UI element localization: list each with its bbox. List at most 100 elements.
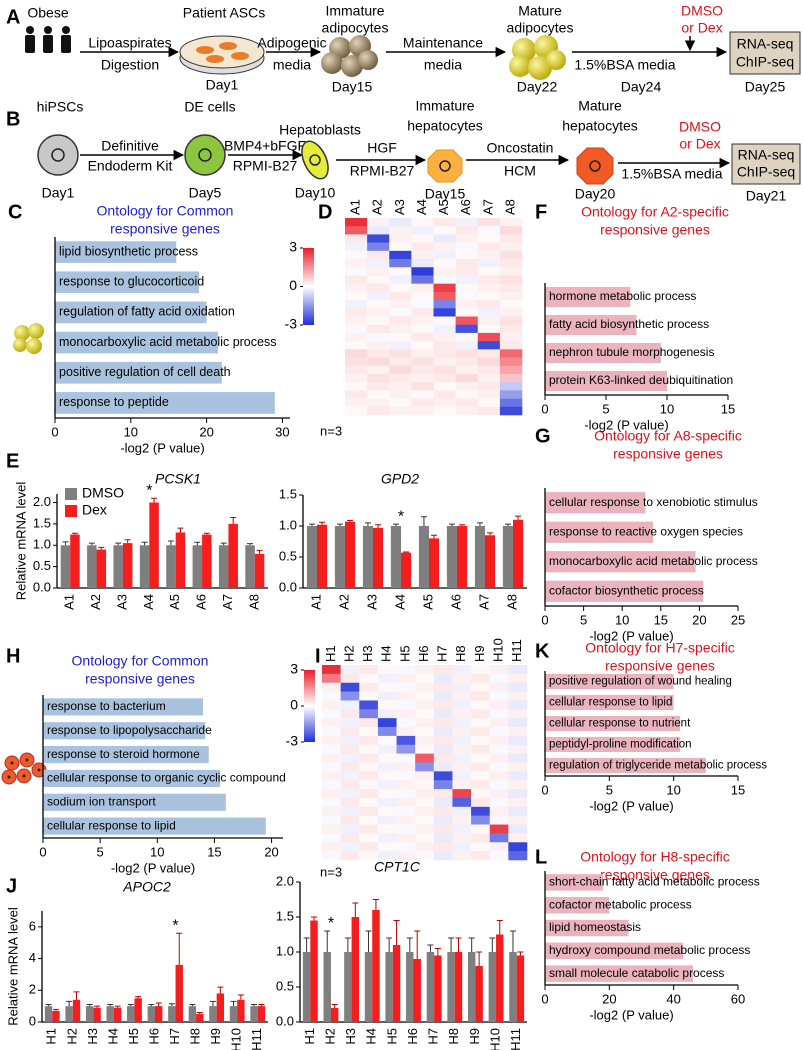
bar — [55, 392, 275, 414]
error-bar — [509, 930, 516, 952]
heatmap-cell — [411, 390, 434, 399]
error-bar — [115, 542, 122, 546]
heatmap-cell — [452, 665, 472, 675]
heatmap-cell — [389, 365, 412, 375]
bar — [96, 549, 107, 588]
error-bar — [504, 523, 511, 526]
heatmap-cell — [359, 691, 379, 701]
day-label: Day15 — [332, 79, 373, 95]
x-tick-label: H1 — [302, 1028, 317, 1045]
bar — [447, 952, 455, 1022]
heatmap-cell — [367, 218, 390, 227]
heatmap-cell — [489, 780, 509, 790]
heatmap-cell — [452, 691, 472, 701]
bar — [43, 793, 226, 811]
heatmap-cell — [508, 744, 528, 754]
column-label: A4 — [414, 199, 429, 215]
heatmap-cell — [433, 226, 456, 235]
heatmap-cell — [377, 665, 397, 675]
heatmap-cell — [359, 806, 379, 816]
heatmap-cell — [477, 267, 501, 276]
heatmap-cell — [340, 797, 360, 808]
heatmap-cell — [471, 789, 491, 799]
heatmap-cell — [389, 234, 412, 243]
heatmap-cell — [389, 259, 412, 268]
heatmap-cell — [455, 365, 479, 375]
bar — [545, 314, 637, 336]
y-tick-label: 0.5 — [33, 558, 51, 573]
bar-label: fatty acid biosynthetic process — [549, 317, 709, 331]
error-bar — [403, 551, 410, 553]
heatmap-cell — [433, 300, 456, 309]
heatmap-cell — [489, 709, 509, 719]
heatmap-cell — [367, 357, 390, 367]
x-tick-label: 60 — [731, 991, 745, 1006]
x-tick-label: H4 — [364, 1028, 379, 1045]
heatmap-cell — [411, 275, 434, 284]
x-axis-label: -log2 (P value) — [589, 798, 673, 813]
bar — [323, 952, 331, 1022]
heatmap-cell — [415, 709, 435, 719]
heatmap-cell — [455, 324, 479, 334]
heatmap-cell — [508, 824, 528, 834]
heatmap-cell — [415, 771, 435, 781]
bar — [474, 526, 485, 588]
heatmap-cell — [477, 398, 501, 408]
bar — [175, 964, 183, 1022]
arrow-label: media — [424, 57, 462, 73]
heatmap-cell — [508, 806, 528, 816]
colorbar-label: 0 — [290, 697, 298, 713]
error-bar — [107, 1004, 114, 1007]
bar — [467, 952, 476, 1022]
heatmap-cell — [345, 291, 368, 301]
x-tick-label: H6 — [405, 1028, 420, 1045]
heatmap-cell — [345, 390, 368, 399]
heatmap-cell — [340, 709, 360, 719]
bar — [134, 998, 142, 1022]
heatmap-cell — [322, 718, 341, 728]
column-label: H9 — [472, 645, 487, 662]
heatmap-cell — [455, 242, 479, 252]
heatmap-cell — [499, 275, 523, 284]
bar — [218, 545, 229, 588]
heatmap-cell — [489, 842, 509, 852]
heatmap-cell — [477, 275, 501, 284]
bar — [52, 1010, 60, 1022]
colorbar — [304, 670, 315, 742]
heatmap-cell — [345, 316, 368, 326]
heatmap-cell — [471, 709, 491, 719]
bar — [202, 534, 212, 588]
heatmap-cell — [367, 332, 390, 342]
heatmap-cell — [345, 275, 368, 284]
heatmap-cell — [489, 771, 509, 781]
error-bar — [365, 930, 372, 952]
x-tick-label: 15 — [721, 401, 735, 416]
heatmap-cell — [452, 682, 472, 692]
x-axis-label: -log2 (P value) — [111, 860, 195, 875]
error-bar — [364, 522, 371, 526]
heatmap-cell — [415, 665, 435, 675]
x-tick-label: H7 — [167, 1028, 182, 1045]
bar — [155, 1006, 163, 1022]
bar — [254, 553, 265, 588]
heatmap-cell — [411, 283, 434, 293]
heatmap-cell — [433, 373, 456, 383]
heatmap-cell — [499, 234, 523, 243]
chart-title: responsive genes — [600, 867, 710, 883]
heatmap-cell — [477, 382, 501, 391]
heatmap-cell — [359, 665, 379, 675]
column-label: A1 — [348, 199, 363, 215]
heatmap-cell — [340, 806, 360, 816]
heatmap-cell — [489, 718, 509, 728]
heatmap-cell — [471, 727, 491, 737]
heatmap-cell — [415, 815, 435, 825]
heatmap-cell — [377, 727, 397, 737]
heatmap-cell — [415, 727, 435, 737]
heatmap-cell — [489, 700, 509, 710]
heatmap-cell — [433, 771, 453, 781]
error-bar — [372, 899, 379, 910]
heatmap-cell — [377, 673, 397, 684]
y-tick-label: 4 — [29, 950, 36, 965]
cell-icon — [184, 134, 226, 176]
error-bar — [52, 1008, 59, 1011]
